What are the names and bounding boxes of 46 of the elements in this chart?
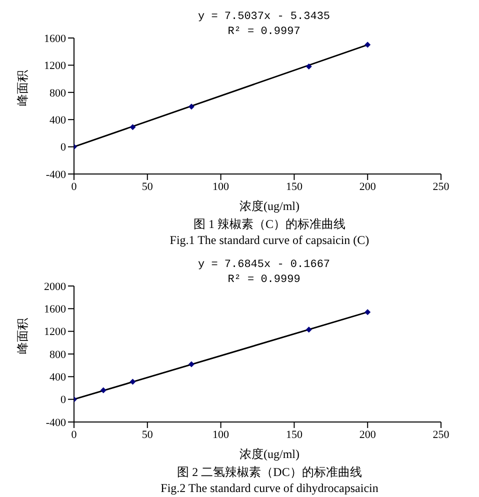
y-tick-label: 0 [60, 142, 66, 154]
point [306, 326, 312, 333]
x-tick-label: 100 [212, 428, 230, 441]
y-axis-title: 峰面积 [15, 318, 30, 354]
y-tick-label: 400 [50, 372, 66, 384]
y-tick-label: -400 [46, 168, 66, 181]
x-axis-title: 浓度(ug/ml) [238, 446, 300, 462]
text: Fig.2 The standard curve of dihydrocapsaicin [160, 480, 380, 496]
y-tick-label: 800 [50, 348, 66, 361]
y-tick-label: 1600 [44, 32, 66, 45]
text: y = 7.6845x - 0.1667 [198, 258, 330, 273]
point [130, 124, 136, 130]
point [306, 64, 312, 70]
annotation: R² = 0.9997 [226, 25, 302, 40]
point [188, 361, 194, 368]
y-tick-label: 400 [50, 114, 66, 127]
x-tick-label: 0 [71, 428, 78, 441]
text: 图 2 二氢辣椒素（DC）的标准曲线 [176, 464, 363, 480]
y-tick-label: 0 [60, 394, 66, 406]
x-tick-label: 50 [142, 428, 154, 441]
y-tick-label: 800 [50, 87, 66, 100]
x-tick-label: 0 [71, 180, 78, 193]
x-tick-label: 200 [359, 428, 376, 441]
y-tick-label: 2000 [44, 280, 66, 293]
annotation: R² = 0.9999 [226, 273, 302, 288]
x-tick-label: 250 [432, 428, 450, 441]
x-axis-title: 浓度(ug/ml) [238, 198, 300, 214]
point [364, 309, 371, 316]
y-tick-label: 1200 [44, 60, 66, 72]
x-tick-label: 200 [359, 180, 376, 193]
x-tick-label: 150 [286, 180, 303, 193]
text: y = 7.5037x - 5.3435 [198, 10, 330, 25]
y-tick-label: 1200 [44, 326, 66, 338]
point [100, 387, 106, 394]
y-tick-label: -400 [46, 416, 66, 429]
point [364, 42, 371, 48]
text: 图 1 辣椒素（C）的标准曲线 [192, 216, 346, 232]
x-tick-label: 150 [286, 428, 303, 441]
y-axis-title: 峰面积 [15, 70, 30, 106]
point [130, 378, 136, 385]
text: Fig.1 The standard curve of capsaicin (C) [168, 232, 370, 248]
x-tick-label: 100 [212, 180, 230, 193]
y-tick-label: 1600 [44, 304, 66, 316]
x-tick-label: 250 [432, 180, 450, 193]
x-tick-label: 50 [142, 180, 154, 193]
point [188, 104, 194, 110]
